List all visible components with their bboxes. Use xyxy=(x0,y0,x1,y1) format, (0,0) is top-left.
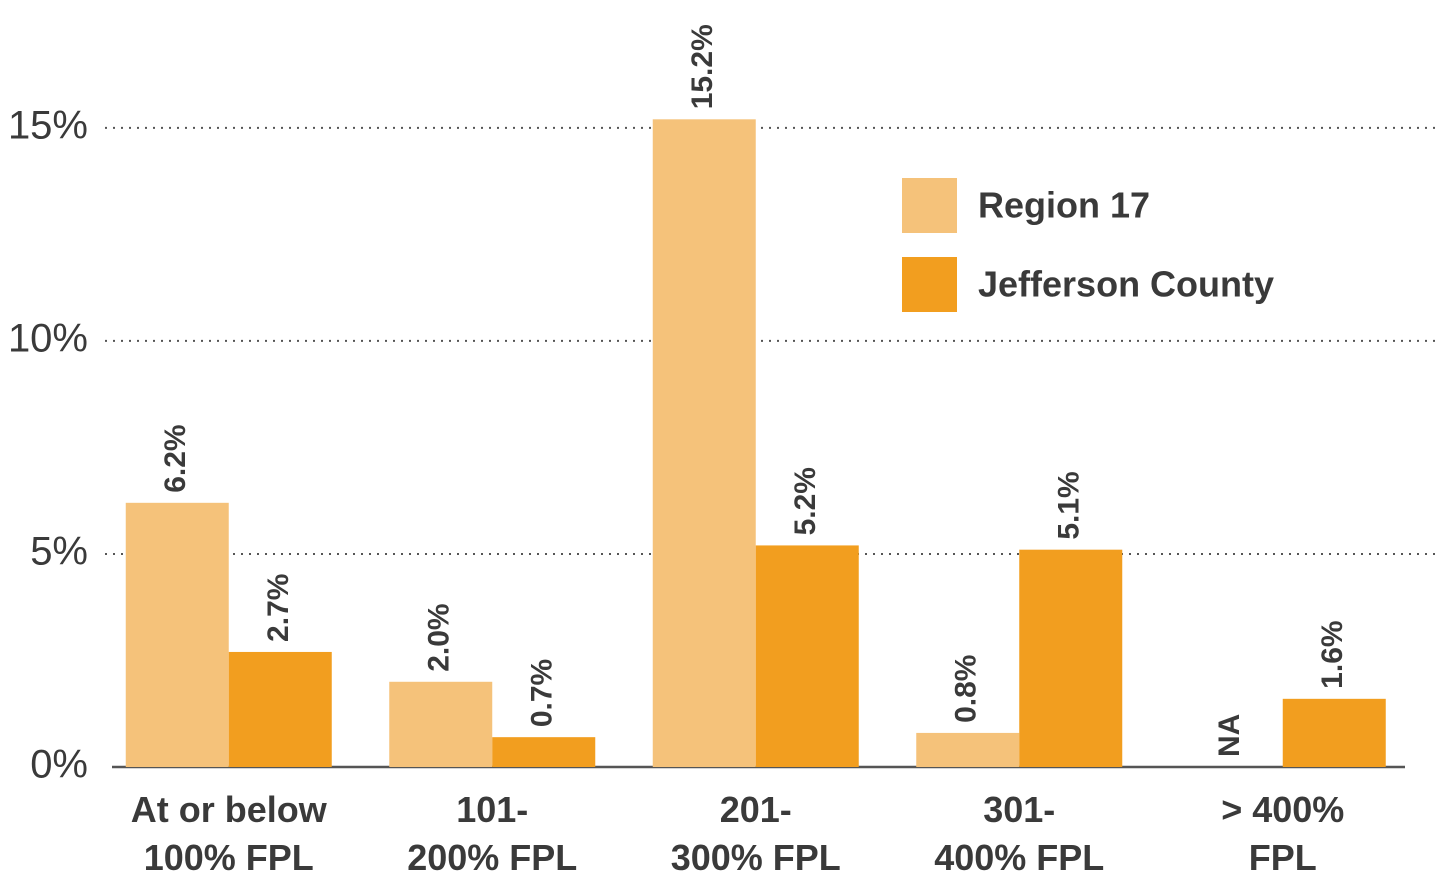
legend-swatch xyxy=(902,178,957,233)
x-tick-label: 101-200% FPL xyxy=(407,789,577,878)
y-tick-label: 5% xyxy=(30,530,88,574)
y-tick-label: 15% xyxy=(8,103,88,147)
bar xyxy=(125,502,229,767)
x-tick-label: > 400% FPL xyxy=(1221,789,1344,878)
value-label: 2.0% xyxy=(423,603,456,671)
value-label: 0.8% xyxy=(950,655,983,723)
value-label: 15.2% xyxy=(686,24,719,109)
value-label: 0.7% xyxy=(526,659,559,727)
bar xyxy=(1019,549,1123,767)
bar xyxy=(916,732,1020,767)
x-tick-label: At or below 100% FPL xyxy=(131,789,328,878)
x-tick-label: 201-300% FPL xyxy=(671,789,841,878)
bar xyxy=(228,651,332,767)
y-tick-label: 10% xyxy=(8,316,88,360)
bar xyxy=(492,737,596,767)
y-tick-label: 0% xyxy=(30,743,88,787)
value-label: 5.2% xyxy=(789,467,822,535)
bar xyxy=(389,681,493,767)
legend-label: Region 17 xyxy=(978,185,1150,226)
bar xyxy=(1282,698,1386,767)
value-label: 5.1% xyxy=(1053,471,1086,539)
value-label: 2.7% xyxy=(262,574,295,642)
value-label: 1.6% xyxy=(1316,620,1349,688)
value-label: NA xyxy=(1213,714,1246,757)
legend-swatch xyxy=(902,257,957,312)
bar xyxy=(755,545,859,767)
value-label: 6.2% xyxy=(159,424,192,492)
legend-label: Jefferson County xyxy=(978,264,1274,305)
bar xyxy=(652,119,756,768)
x-tick-label: 301-400% FPL xyxy=(934,789,1104,878)
